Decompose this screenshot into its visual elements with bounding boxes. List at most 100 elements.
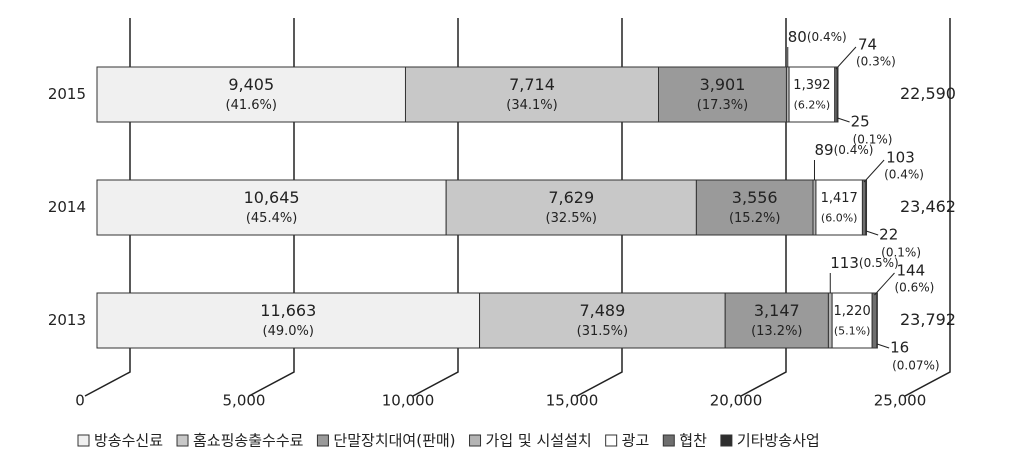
percent-label: (15.2%) xyxy=(729,211,780,226)
bar-segment xyxy=(96,292,481,349)
value-label: 3,147 xyxy=(754,301,800,320)
percent-label: (13.2%) xyxy=(751,324,802,339)
total-label: 23,462 xyxy=(900,197,956,216)
bar-segment xyxy=(827,292,833,349)
percent-label: (0.6%) xyxy=(894,281,934,295)
grid-line xyxy=(412,18,459,397)
bar-segment xyxy=(815,179,863,236)
x-tick-label: 15,000 xyxy=(546,392,599,410)
percent-label: (0.1%) xyxy=(881,246,921,260)
percent-label: (41.6%) xyxy=(226,98,277,113)
value-label: 74 xyxy=(858,36,877,54)
legend-label: 홈쇼핑송출수수료 xyxy=(193,432,304,450)
percent-label: (45.4%) xyxy=(246,211,297,226)
legend-label: 단말장치대여(판매) xyxy=(333,432,455,450)
bar-segment xyxy=(695,179,814,236)
value-text: 89 xyxy=(814,141,833,159)
grid-line xyxy=(576,18,623,397)
bar-segment xyxy=(724,292,829,349)
bar-segment xyxy=(479,292,726,349)
bar-segment xyxy=(831,292,873,349)
legend-label: 가입 및 시설설치 xyxy=(486,432,592,450)
value-label: 1,220 xyxy=(834,304,871,319)
bar-segment xyxy=(788,66,836,123)
legend-label: 기타방송사업 xyxy=(737,432,820,450)
leader-line xyxy=(866,230,879,236)
value-label: 89(0.4%) xyxy=(814,141,873,159)
bar-segment xyxy=(96,179,447,236)
leader-line xyxy=(876,343,890,349)
total-label: 23,792 xyxy=(900,310,956,329)
value-label: 22 xyxy=(879,226,898,244)
grid-line xyxy=(904,18,951,397)
percent-text: (0.4%) xyxy=(834,143,874,157)
value-label: 103 xyxy=(886,149,915,167)
legend-swatch xyxy=(662,434,675,447)
bar-segment xyxy=(836,66,839,123)
percent-text: (0.5%) xyxy=(859,256,899,270)
value-label: 3,901 xyxy=(700,75,746,94)
x-tick-label: 25,000 xyxy=(874,392,927,410)
legend-swatch xyxy=(77,434,90,447)
legend-swatch xyxy=(469,434,482,447)
value-label: 10,645 xyxy=(244,188,300,207)
grid-line xyxy=(84,18,131,397)
leader-line xyxy=(835,46,857,70)
percent-label: (17.3%) xyxy=(697,98,748,113)
bar-segment xyxy=(861,179,867,236)
y-tick-label: 2015 xyxy=(48,85,86,103)
legend-swatch xyxy=(720,434,733,447)
y-tick-label: 2013 xyxy=(48,311,86,329)
bar-segment xyxy=(871,292,878,349)
bar-segment xyxy=(96,66,406,123)
legend-swatch xyxy=(316,434,329,447)
leader-line xyxy=(863,159,885,183)
y-tick-label: 2014 xyxy=(48,198,86,216)
percent-label: (0.3%) xyxy=(856,55,896,69)
legend-swatch xyxy=(605,434,618,447)
value-label: 113(0.5%) xyxy=(830,254,899,272)
bar-segment xyxy=(876,292,878,349)
value-label: 16 xyxy=(890,339,909,357)
bar-segment xyxy=(445,179,697,236)
value-text: 80 xyxy=(788,28,807,46)
percent-label: (5.1%) xyxy=(834,325,871,338)
x-tick-label: 20,000 xyxy=(710,392,763,410)
value-label: 9,405 xyxy=(228,75,274,94)
percent-label: (49.0%) xyxy=(263,324,314,339)
value-label: 7,489 xyxy=(579,301,625,320)
legend-label: 협찬 xyxy=(679,432,707,450)
value-label: 80(0.4%) xyxy=(788,28,847,46)
percent-text: (0.4%) xyxy=(807,30,847,44)
x-tick-label: 10,000 xyxy=(382,392,435,410)
percent-label: (0.4%) xyxy=(884,168,924,182)
leader-line xyxy=(874,272,895,296)
value-label: 1,417 xyxy=(821,191,858,206)
percent-label: (31.5%) xyxy=(577,324,628,339)
total-label: 22,590 xyxy=(900,84,956,103)
percent-label: (0.1%) xyxy=(853,133,893,147)
grid-line xyxy=(248,18,295,397)
x-tick-label: 5,000 xyxy=(223,392,266,410)
value-label: 1,392 xyxy=(793,78,830,93)
legend-label: 광고 xyxy=(622,432,650,450)
legend-label: 방송수신료 xyxy=(94,432,163,450)
percent-label: (6.0%) xyxy=(821,212,858,225)
value-label: 3,556 xyxy=(732,188,778,207)
value-label: 144 xyxy=(896,262,925,280)
x-tick-label: 0 xyxy=(75,392,85,410)
bar-segment xyxy=(865,179,868,236)
percent-label: (6.2%) xyxy=(794,99,831,112)
legend-swatch xyxy=(176,434,189,447)
value-label: 11,663 xyxy=(260,301,316,320)
value-label: 25 xyxy=(851,113,870,131)
value-label: 7,629 xyxy=(548,188,594,207)
grid-line xyxy=(740,18,787,397)
percent-label: (0.07%) xyxy=(892,359,939,373)
value-text: 113 xyxy=(830,254,859,272)
percent-label: (34.1%) xyxy=(506,98,557,113)
leader-line xyxy=(837,117,850,123)
value-label: 7,714 xyxy=(509,75,555,94)
percent-label: (32.5%) xyxy=(546,211,597,226)
